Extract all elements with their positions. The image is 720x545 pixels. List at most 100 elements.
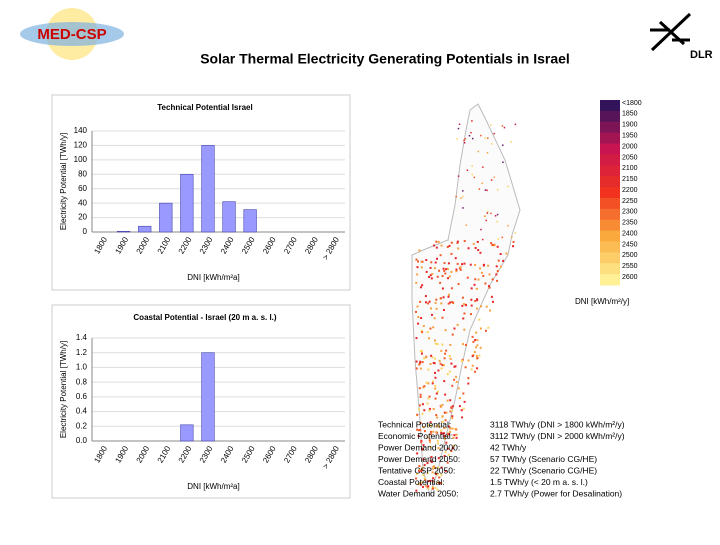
map-dot: [422, 474, 425, 477]
map-dot: [444, 272, 447, 275]
map-dot: [476, 339, 479, 342]
map-dot: [418, 249, 421, 252]
y-tick-label: 0.6: [76, 392, 88, 401]
map-dot: [484, 282, 487, 285]
map-dot: [470, 304, 473, 307]
y-tick-label: 80: [78, 169, 87, 178]
map-dot: [441, 432, 444, 435]
map-dot: [514, 232, 517, 234]
map-dot: [474, 346, 477, 349]
map-dot: [419, 429, 422, 432]
y-tick-label: 140: [74, 126, 88, 135]
legend-label: 2100: [622, 165, 638, 172]
map-dot: [462, 190, 464, 192]
map-dot: [437, 466, 440, 469]
map-dot: [423, 464, 426, 467]
map-dot: [457, 283, 460, 286]
map-dot: [480, 228, 482, 231]
y-axis-label: Electricity Potential [TWh/y]: [59, 133, 68, 230]
map-dot: [427, 368, 430, 371]
legend-swatch: [600, 208, 620, 221]
map-dot: [463, 400, 466, 403]
map-dot: [470, 313, 473, 316]
map-dot: [434, 466, 437, 469]
map-dot: [434, 302, 437, 305]
map-dot: [476, 298, 479, 301]
dlr-text: DLR: [690, 49, 713, 61]
y-tick-label: 60: [78, 184, 87, 193]
map-dot: [441, 420, 444, 423]
map-dot: [426, 402, 429, 405]
legend-swatch: [600, 165, 620, 177]
map-dot: [429, 445, 432, 448]
map-dot: [484, 329, 487, 332]
map-dot: [435, 472, 438, 475]
map-dot: [478, 188, 481, 190]
map-dot: [429, 421, 432, 424]
map-dot: [418, 468, 421, 471]
legend-label: 2600: [622, 274, 638, 281]
map-dot: [420, 266, 423, 269]
map-dot: [476, 357, 479, 360]
map-dot: [447, 433, 450, 436]
map-dot: [488, 273, 491, 276]
map-dot: [419, 360, 422, 363]
map-dot: [464, 366, 467, 369]
map-dot: [461, 296, 464, 299]
map-dot: [441, 343, 444, 346]
map-dot: [456, 138, 458, 140]
map-dot: [461, 358, 464, 361]
map-dot: [429, 274, 432, 277]
map-dot: [421, 284, 424, 287]
map-dot: [457, 247, 460, 250]
map-dot: [425, 270, 428, 273]
y-tick-label: 40: [78, 198, 87, 207]
map-dot: [425, 356, 428, 359]
map-dot: [462, 195, 464, 198]
legend-label: 2050: [622, 154, 638, 161]
x-axis-label: DNI [kWh/m²a]: [187, 273, 239, 282]
map-dot: [490, 124, 492, 126]
map-dot: [426, 424, 429, 427]
map-dot: [471, 120, 473, 122]
y-tick-label: 120: [74, 141, 88, 150]
map-dot: [424, 484, 427, 487]
map-dot: [450, 362, 453, 365]
map-dot: [471, 165, 473, 167]
map-dot: [449, 430, 452, 433]
map-dot: [440, 466, 443, 469]
map-dot: [455, 380, 458, 383]
dlr-logo: DLR: [650, 12, 713, 61]
map-dot: [417, 429, 420, 432]
map-dot: [443, 262, 446, 265]
map-dot: [487, 137, 489, 139]
map-dot: [429, 479, 432, 482]
map-dot: [450, 241, 453, 244]
stat-value: 57 TWh/y (Scenario CG/HE): [490, 454, 597, 464]
stat-value: 3112 TWh/y (DNI > 2000 kWh/m²/y): [490, 431, 625, 441]
map-dot: [431, 486, 434, 489]
map-dot: [452, 301, 455, 304]
map-dot: [481, 182, 483, 184]
map-dot: [439, 482, 442, 485]
map-dot: [429, 459, 432, 462]
map-dot: [489, 309, 492, 312]
map-dot: [415, 337, 418, 340]
map-dot: [470, 131, 472, 134]
map-dot: [435, 257, 438, 260]
stat-value: 42 TWh/y: [490, 442, 527, 452]
map-dot: [428, 395, 431, 398]
legend-swatch: [600, 154, 620, 166]
stat-value: 3118 TWh/y (DNI > 1800 kWh/m²/y): [490, 419, 625, 429]
y-tick-label: 0.2: [76, 421, 88, 430]
map-dot: [433, 357, 436, 360]
map-dot: [419, 286, 422, 289]
map-dot: [470, 287, 473, 290]
map-dot: [426, 436, 429, 439]
map-dot: [444, 419, 447, 422]
map-dot: [416, 472, 419, 475]
map-dot: [486, 210, 489, 213]
map-dot: [422, 386, 425, 389]
map-dot: [455, 436, 458, 439]
